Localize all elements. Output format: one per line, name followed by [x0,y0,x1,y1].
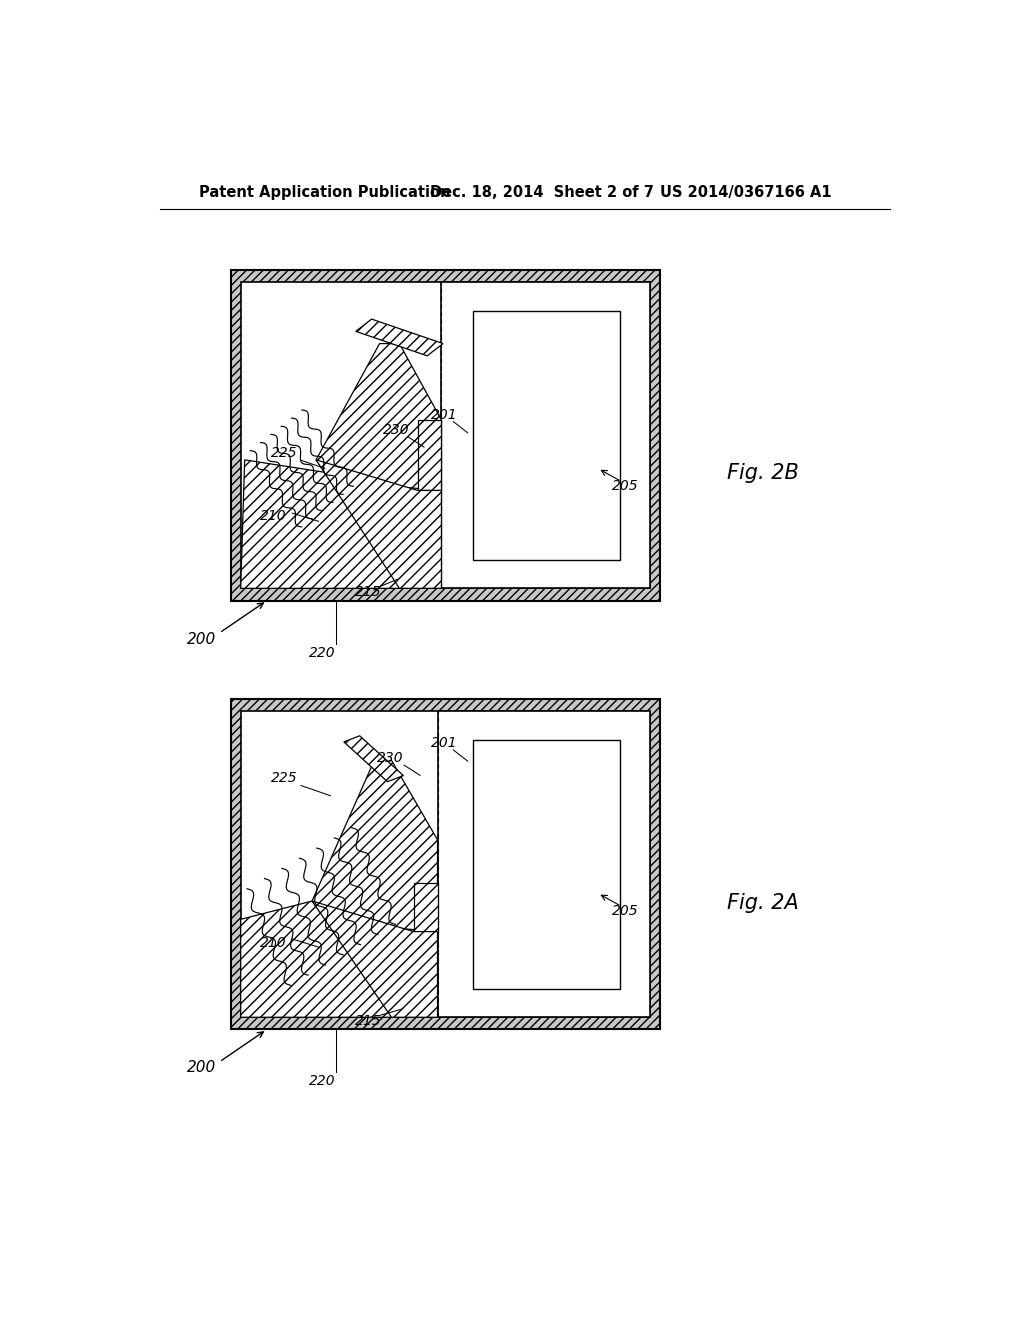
Text: 215: 215 [355,1014,382,1028]
Text: Dec. 18, 2014  Sheet 2 of 7: Dec. 18, 2014 Sheet 2 of 7 [430,185,653,201]
Polygon shape [241,902,437,1018]
Text: 230: 230 [377,751,403,766]
Text: 210: 210 [260,936,287,950]
Polygon shape [316,459,441,589]
Polygon shape [316,343,441,491]
Bar [441,282,650,589]
Polygon shape [312,902,437,1018]
Polygon shape [418,420,441,491]
Text: Fig. 2A: Fig. 2A [727,894,799,913]
Polygon shape [355,319,443,356]
Bar [437,711,650,1018]
Bar [241,711,650,1018]
Text: 225: 225 [271,771,298,785]
Text: 225: 225 [271,446,298,461]
Polygon shape [312,760,437,932]
Bar [231,700,659,1030]
Text: 230: 230 [383,422,410,437]
Bar [473,312,621,560]
Text: 215: 215 [355,585,382,599]
Text: 220: 220 [309,1074,336,1088]
Polygon shape [414,883,437,932]
Polygon shape [344,735,403,781]
Text: 220: 220 [309,647,336,660]
Text: 205: 205 [612,479,639,492]
Text: 201: 201 [430,735,457,750]
Bar [473,739,621,989]
Polygon shape [241,459,441,589]
Bar [241,282,650,589]
Text: Patent Application Publication: Patent Application Publication [200,185,451,201]
Bar [231,271,659,601]
Text: 210: 210 [260,510,287,523]
Text: 201: 201 [430,408,457,421]
Text: 200: 200 [187,632,216,647]
Text: US 2014/0367166 A1: US 2014/0367166 A1 [659,185,831,201]
Text: 200: 200 [187,1060,216,1074]
Text: 205: 205 [612,903,639,917]
Text: Fig. 2B: Fig. 2B [727,463,799,483]
